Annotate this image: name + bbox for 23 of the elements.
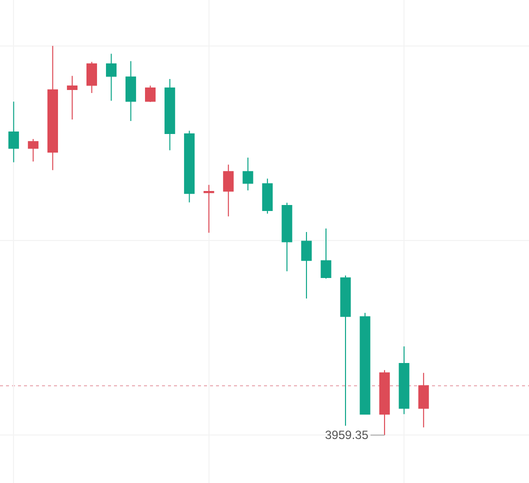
candlestick — [8, 101, 19, 163]
candlestick — [164, 78, 176, 151]
candlestick — [418, 372, 429, 428]
candlestick — [379, 370, 390, 436]
candlestick — [262, 178, 273, 214]
candlestick — [242, 157, 254, 191]
candlestick — [204, 184, 214, 234]
candlestick — [398, 346, 410, 415]
candlestick — [184, 130, 195, 203]
candlestick — [340, 275, 351, 426]
candlestick — [301, 231, 312, 300]
candlestick — [47, 45, 58, 171]
candlestick — [28, 138, 38, 162]
candlestick — [320, 228, 332, 280]
candlestick — [86, 61, 98, 94]
candlestick — [223, 164, 234, 217]
candlestick — [106, 53, 117, 102]
candlestick — [282, 202, 292, 272]
candlestick — [360, 312, 370, 415]
candlestick — [145, 85, 156, 102]
candlestick — [126, 60, 136, 122]
annotation: 3959.35 — [325, 428, 369, 442]
candlestick — [66, 75, 78, 120]
